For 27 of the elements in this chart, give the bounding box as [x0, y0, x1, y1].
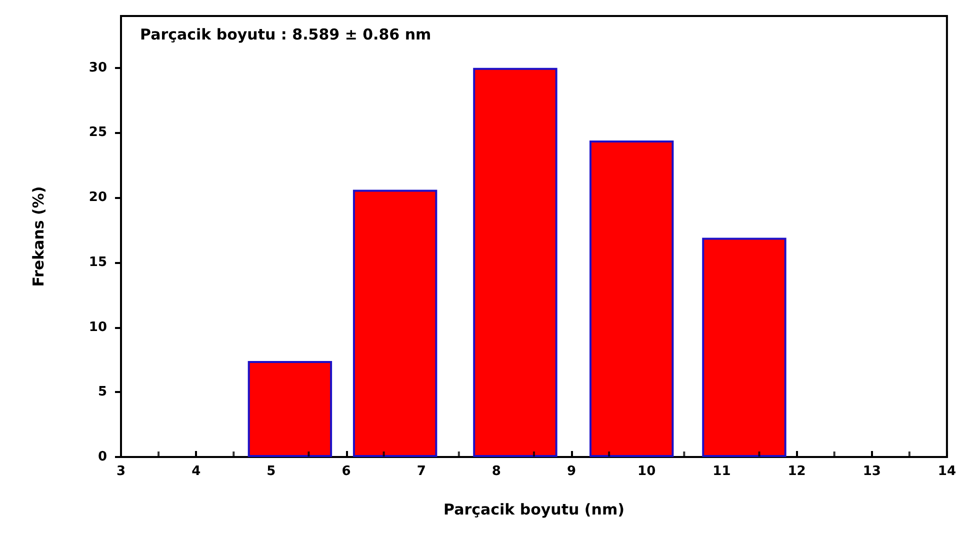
text: Parçacik boyutu : 8.589 ± 0.86 nm	[140, 26, 432, 44]
x-tick-label: 12	[788, 464, 806, 479]
x-tick-label: 11	[712, 464, 731, 479]
x-tick-label: 5	[266, 464, 276, 479]
x-tick-label: 9	[566, 464, 576, 479]
bar	[473, 68, 558, 457]
x-tick-label: 4	[192, 464, 201, 479]
x-tick-label: 8	[492, 464, 501, 479]
x-tick-label: 3	[116, 464, 126, 479]
y-axis-title: Frekans (%)	[30, 186, 48, 287]
y-tick-label: 10	[88, 320, 107, 335]
x-tick-label: 6	[342, 464, 351, 479]
y-tick-label: 15	[88, 254, 107, 270]
x-tick-label: 10	[638, 464, 656, 479]
bar	[589, 140, 674, 457]
y-tick-label: 25	[88, 125, 107, 140]
x-tick-label: 7	[416, 464, 426, 479]
x-tick-label: 14	[938, 464, 956, 479]
bar	[702, 238, 786, 457]
y-tick-label: 30	[88, 60, 107, 76]
x-tick-label: 13	[862, 464, 881, 479]
x-axis-title: Parçacik boyutu (nm)	[444, 500, 624, 518]
y-tick-label: 20	[88, 190, 107, 206]
bar	[248, 361, 332, 457]
bar	[352, 190, 438, 457]
y-tick-label: 0	[98, 450, 107, 464]
y-tick-label: 5	[98, 384, 107, 400]
